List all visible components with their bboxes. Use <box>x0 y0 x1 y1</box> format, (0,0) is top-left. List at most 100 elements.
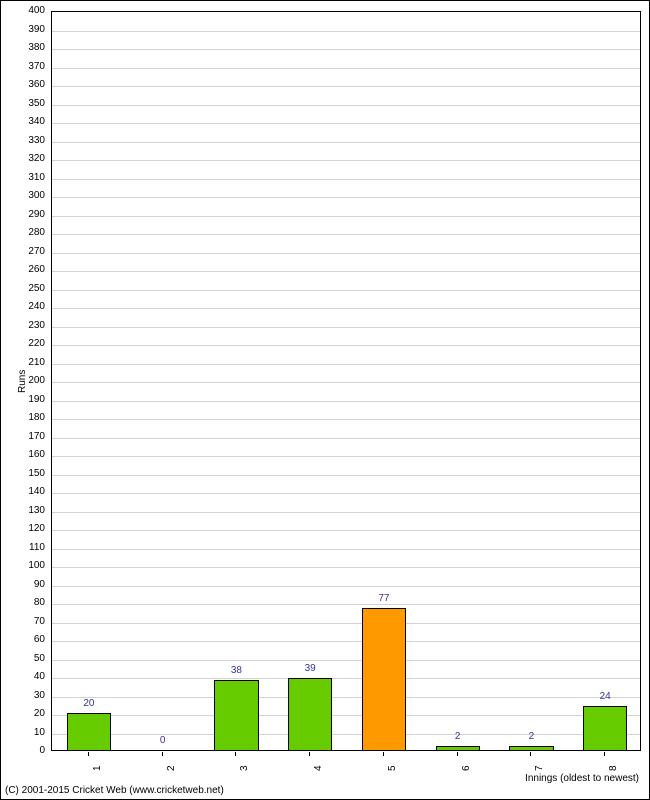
bar <box>288 678 332 750</box>
y-gridline <box>52 697 640 698</box>
y-tick-label: 180 <box>1 413 45 423</box>
bar-value-label: 2 <box>438 731 478 742</box>
y-tick-label: 90 <box>1 580 45 590</box>
y-gridline <box>52 290 640 291</box>
y-tick-label: 60 <box>1 635 45 645</box>
chart-frame: 2003839772224010203040506070809010011012… <box>0 0 650 800</box>
x-tick-label: 2 <box>166 765 177 771</box>
y-gridline <box>52 86 640 87</box>
y-tick-label: 250 <box>1 284 45 294</box>
bar <box>436 746 480 750</box>
bar-value-label: 77 <box>364 593 404 604</box>
y-tick-label: 40 <box>1 672 45 682</box>
x-tick-mark <box>309 752 310 756</box>
y-tick-label: 80 <box>1 598 45 608</box>
y-gridline <box>52 734 640 735</box>
y-tick-label: 110 <box>1 543 45 553</box>
x-tick-mark <box>383 752 384 756</box>
y-gridline <box>52 105 640 106</box>
bar <box>67 713 111 750</box>
bar <box>509 746 553 750</box>
y-tick-label: 100 <box>1 561 45 571</box>
y-gridline <box>52 549 640 550</box>
y-gridline <box>52 401 640 402</box>
y-tick-label: 360 <box>1 80 45 90</box>
bar <box>583 706 627 750</box>
y-tick-label: 170 <box>1 432 45 442</box>
y-tick-label: 330 <box>1 136 45 146</box>
y-tick-label: 70 <box>1 617 45 627</box>
y-gridline <box>52 456 640 457</box>
y-gridline <box>52 68 640 69</box>
plot-area: 20 0 38 39 77 2 2 24 <box>51 11 641 751</box>
x-tick-label: 6 <box>461 765 472 771</box>
y-gridline <box>52 530 640 531</box>
y-gridline <box>52 364 640 365</box>
y-tick-label: 290 <box>1 210 45 220</box>
y-tick-label: 210 <box>1 358 45 368</box>
y-gridline <box>52 586 640 587</box>
x-tick-label: 8 <box>608 765 619 771</box>
bar-value-label: 0 <box>143 735 183 746</box>
y-gridline <box>52 419 640 420</box>
bar-value-label: 39 <box>290 663 330 674</box>
bar <box>214 680 258 750</box>
y-tick-label: 20 <box>1 709 45 719</box>
y-tick-label: 270 <box>1 247 45 257</box>
y-tick-label: 150 <box>1 469 45 479</box>
y-tick-label: 380 <box>1 43 45 53</box>
y-tick-label: 260 <box>1 265 45 275</box>
y-gridline <box>52 660 640 661</box>
y-tick-label: 140 <box>1 487 45 497</box>
y-tick-label: 350 <box>1 99 45 109</box>
x-tick-label: 5 <box>387 765 398 771</box>
y-gridline <box>52 438 640 439</box>
x-tick-label: 7 <box>534 765 545 771</box>
y-tick-label: 320 <box>1 154 45 164</box>
bar-value-label: 24 <box>585 691 625 702</box>
x-tick-label: 4 <box>313 765 324 771</box>
y-gridline <box>52 345 640 346</box>
bar-value-label: 2 <box>511 731 551 742</box>
y-gridline <box>52 493 640 494</box>
y-gridline <box>52 271 640 272</box>
y-tick-label: 50 <box>1 654 45 664</box>
y-gridline <box>52 641 640 642</box>
y-gridline <box>52 197 640 198</box>
x-tick-mark <box>88 752 89 756</box>
y-gridline <box>52 142 640 143</box>
y-tick-label: 370 <box>1 62 45 72</box>
y-tick-label: 230 <box>1 321 45 331</box>
y-gridline <box>52 382 640 383</box>
y-gridline <box>52 678 640 679</box>
y-tick-label: 400 <box>1 6 45 16</box>
y-gridline <box>52 512 640 513</box>
y-axis-title: Runs <box>17 370 28 393</box>
y-tick-label: 10 <box>1 728 45 738</box>
y-gridline <box>52 234 640 235</box>
y-gridline <box>52 623 640 624</box>
y-gridline <box>52 216 640 217</box>
x-axis-title: Innings (oldest to newest) <box>525 773 639 784</box>
y-gridline <box>52 327 640 328</box>
x-tick-label: 3 <box>239 765 250 771</box>
x-tick-label: 1 <box>92 765 103 771</box>
y-tick-label: 120 <box>1 524 45 534</box>
bar-value-label: 20 <box>69 698 109 709</box>
y-tick-label: 0 <box>1 746 45 756</box>
y-gridline <box>52 123 640 124</box>
x-tick-mark <box>530 752 531 756</box>
y-tick-label: 130 <box>1 506 45 516</box>
y-tick-label: 280 <box>1 228 45 238</box>
y-gridline <box>52 308 640 309</box>
y-gridline <box>52 475 640 476</box>
bar-value-label: 38 <box>216 665 256 676</box>
y-gridline <box>52 49 640 50</box>
y-tick-label: 240 <box>1 302 45 312</box>
y-tick-label: 30 <box>1 691 45 701</box>
y-tick-label: 340 <box>1 117 45 127</box>
y-tick-label: 220 <box>1 339 45 349</box>
x-tick-mark <box>604 752 605 756</box>
bar <box>362 608 406 750</box>
y-tick-label: 310 <box>1 173 45 183</box>
